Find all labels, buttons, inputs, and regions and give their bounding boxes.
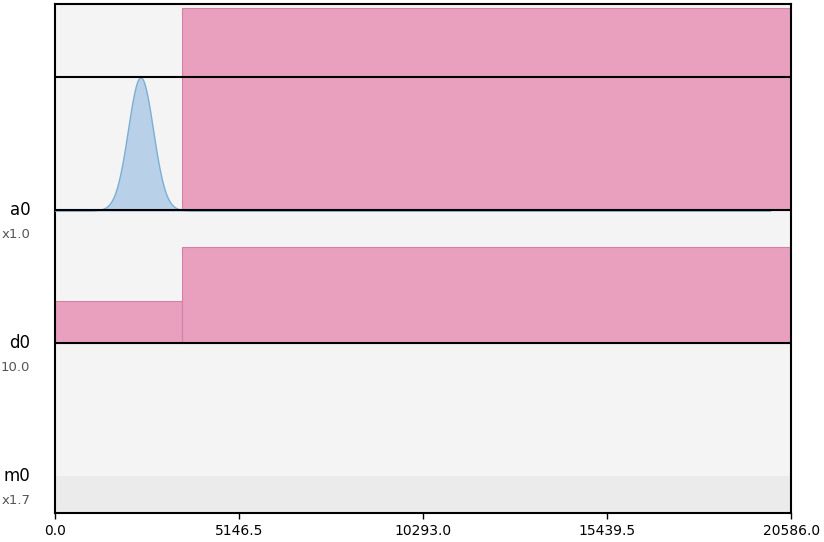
Bar — [54, 4, 791, 78]
Text: d0: d0 — [9, 334, 30, 352]
Bar — [54, 301, 182, 343]
Text: m0: m0 — [3, 467, 30, 485]
Bar — [182, 248, 791, 343]
Bar — [182, 8, 791, 210]
Bar — [54, 210, 791, 343]
Bar — [54, 78, 791, 210]
Bar — [54, 343, 791, 476]
Text: 10.0: 10.0 — [1, 360, 30, 373]
Text: x1.0: x1.0 — [2, 228, 30, 241]
Text: x1.7: x1.7 — [2, 494, 30, 507]
Text: a0: a0 — [10, 201, 30, 220]
